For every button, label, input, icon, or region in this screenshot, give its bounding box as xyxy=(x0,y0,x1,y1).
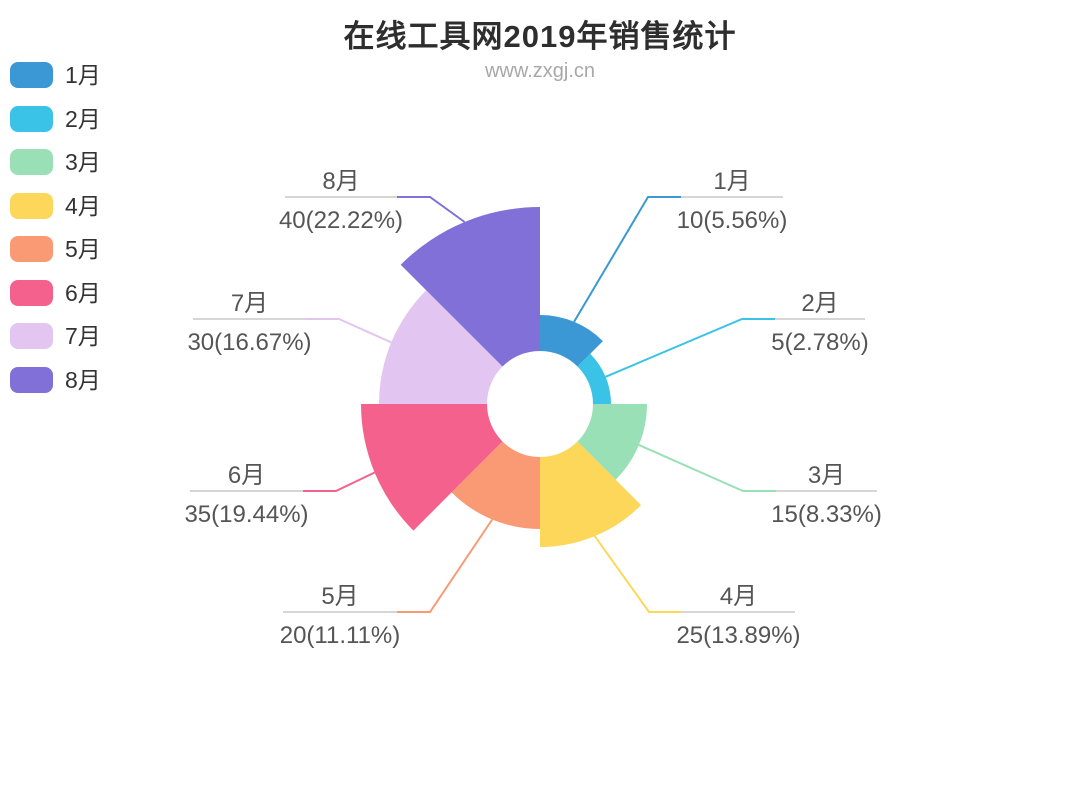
chart-subtitle: www.zxgj.cn xyxy=(484,60,596,82)
legend-label: 2月 xyxy=(65,105,101,132)
legend-swatch xyxy=(10,236,53,262)
slice-label-value-7月: 30(16.67%) xyxy=(187,329,311,356)
legend-label: 6月 xyxy=(65,279,101,306)
legend-item-8月[interactable]: 8月 xyxy=(10,366,101,393)
legend-label: 5月 xyxy=(65,236,101,262)
sector-4月[interactable] xyxy=(540,441,642,548)
legend-swatch xyxy=(10,105,53,132)
label-line-3月 xyxy=(638,443,776,492)
label-line-4月 xyxy=(593,535,682,613)
sector-1月[interactable] xyxy=(540,315,603,367)
slice-label-value-8月: 40(22.22%) xyxy=(279,207,403,234)
legend: 1月 2月 3月 4月 5月 6月 7月 8月 xyxy=(10,62,101,410)
legend-item-6月[interactable]: 6月 xyxy=(10,279,101,306)
label-line-2月 xyxy=(605,318,775,378)
label-line-7月 xyxy=(306,318,392,344)
slice-label-value-4月: 25(13.89%) xyxy=(676,622,800,649)
slice-label-month-5月: 5月 xyxy=(321,583,358,610)
slice-label-month-4月: 4月 xyxy=(720,583,757,610)
legend-item-2月[interactable]: 2月 xyxy=(10,105,101,132)
chart-title: 在线工具网2019年销售统计 xyxy=(343,19,737,54)
legend-item-3月[interactable]: 3月 xyxy=(10,149,101,175)
label-line-5月 xyxy=(397,518,494,613)
sector-7月[interactable] xyxy=(379,290,503,404)
legend-item-4月[interactable]: 4月 xyxy=(10,192,101,219)
legend-label: 7月 xyxy=(65,323,101,349)
legend-swatch xyxy=(10,323,53,349)
legend-label: 4月 xyxy=(65,192,101,219)
slice-label-month-8月: 8月 xyxy=(322,168,359,195)
sector-2月[interactable] xyxy=(577,353,612,404)
legend-swatch xyxy=(10,149,53,175)
legend-swatch xyxy=(10,192,53,219)
slice-label-value-6月: 35(19.44%) xyxy=(184,501,308,528)
slice-label-month-6月: 6月 xyxy=(228,462,265,489)
legend-item-7月[interactable]: 7月 xyxy=(10,323,101,349)
legend-swatch xyxy=(10,366,53,393)
slice-label-value-3月: 15(8.33%) xyxy=(771,501,882,528)
legend-label: 1月 xyxy=(65,62,101,88)
label-line-6月 xyxy=(303,471,376,492)
label-line-1月 xyxy=(573,196,681,323)
slice-label-value-1月: 10(5.56%) xyxy=(677,207,788,234)
sector-6月[interactable] xyxy=(361,404,503,531)
legend-label: 8月 xyxy=(65,366,101,393)
legend-item-5月[interactable]: 5月 xyxy=(10,236,101,262)
sector-3月[interactable] xyxy=(577,404,648,480)
slice-label-month-7月: 7月 xyxy=(231,290,268,317)
slice-label-value-5月: 20(11.11%) xyxy=(280,622,401,649)
slice-label-month-3月: 3月 xyxy=(808,462,845,489)
sector-5月[interactable] xyxy=(451,441,540,530)
legend-item-1月[interactable]: 1月 xyxy=(10,62,101,88)
slice-label-month-2月: 2月 xyxy=(801,290,838,317)
legend-label: 3月 xyxy=(65,149,101,175)
legend-swatch xyxy=(10,62,53,88)
label-line-8月 xyxy=(397,196,466,223)
slice-label-value-2月: 5(2.78%) xyxy=(771,329,868,356)
sector-8月[interactable] xyxy=(400,207,540,367)
legend-swatch xyxy=(10,279,53,306)
slice-label-month-1月: 1月 xyxy=(713,168,750,195)
